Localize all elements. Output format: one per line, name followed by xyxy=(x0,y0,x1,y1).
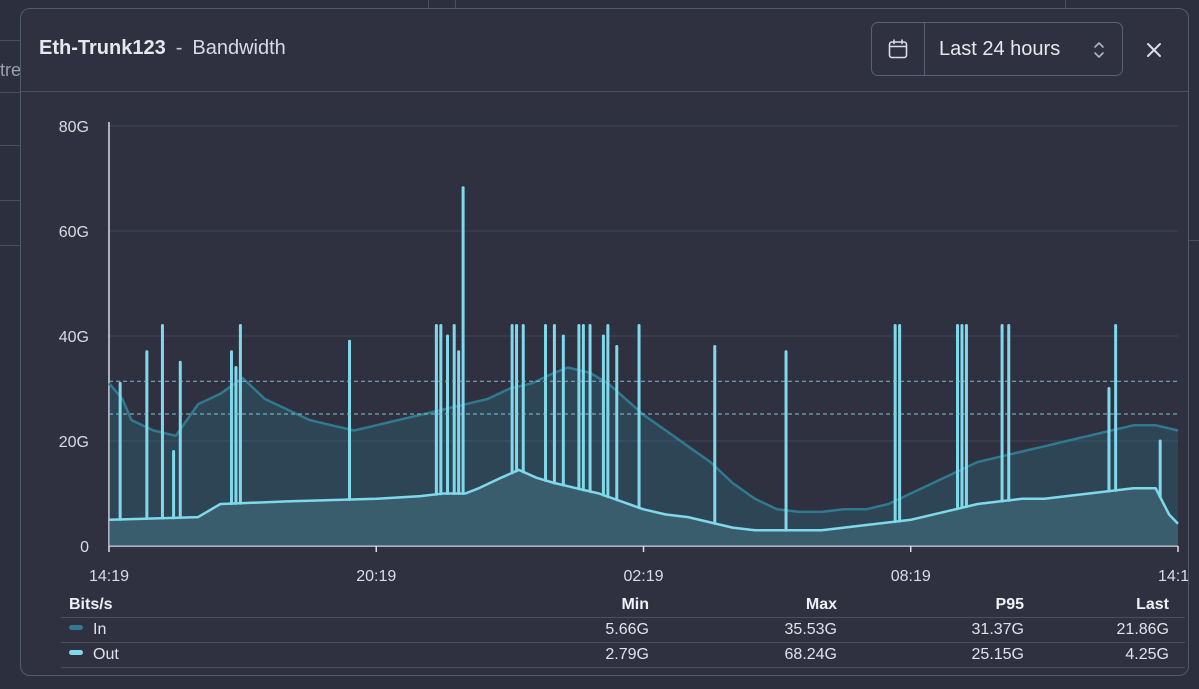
stats-row-in[interactable]: In 5.66G 35.53G 31.37G 21.86G xyxy=(61,618,1185,643)
modal-header: Eth-Trunk123- Bandwidth Last 24 hours xyxy=(21,9,1188,92)
x-tick-label: 02:19 xyxy=(623,568,663,585)
y-tick-label: 40G xyxy=(59,329,89,346)
close-icon[interactable] xyxy=(1145,41,1163,59)
background-divider xyxy=(0,40,20,41)
out-min-value: 2.79G xyxy=(605,646,649,663)
background-fragment-text: tre xyxy=(0,60,22,80)
stats-header-min: Min xyxy=(621,596,649,613)
background-divider xyxy=(0,245,20,246)
in-max-value: 35.53G xyxy=(784,621,837,638)
series-name-in: In xyxy=(93,621,107,638)
series-name-out: Out xyxy=(93,646,119,663)
stats-header-name: Bits/s xyxy=(69,596,113,613)
title-separator: - xyxy=(175,37,183,59)
date-picker-button[interactable] xyxy=(872,23,925,75)
stats-header-last: Last xyxy=(1136,596,1169,613)
time-range-selector[interactable]: Last 24 hours xyxy=(871,22,1123,76)
background-divider xyxy=(1189,240,1199,241)
legend-in[interactable]: In xyxy=(69,621,106,639)
x-tick-label: 08:19 xyxy=(891,568,931,585)
background-divider xyxy=(0,145,20,146)
metric-name: Bandwidth xyxy=(192,37,286,59)
close-button[interactable] xyxy=(1141,37,1167,63)
in-min-value: 5.66G xyxy=(605,621,649,638)
series-in-area xyxy=(109,367,1178,546)
background-divider xyxy=(0,92,20,93)
series-out-area xyxy=(109,469,1178,546)
y-tick-label: 0 xyxy=(80,539,89,556)
in-p95-value: 31.37G xyxy=(971,621,1024,638)
modal-title: Eth-Trunk123- Bandwidth xyxy=(39,37,286,60)
stats-header-max: Max xyxy=(805,596,837,613)
in-last-value: 21.86G xyxy=(1116,621,1169,638)
stats-header-p95: P95 xyxy=(995,596,1024,613)
background-divider xyxy=(0,200,20,201)
time-range-label[interactable]: Last 24 hours xyxy=(939,37,1061,60)
x-tick-label: 14:19 xyxy=(1158,568,1189,585)
bandwidth-chart: 0 20G 40G 60G 80G 14:19 20:19 02:19 08:19 14:19 xyxy=(59,119,1189,585)
stats-header-row: Bits/s Min Max P95 Last xyxy=(61,593,1185,618)
legend-swatch-in xyxy=(69,625,83,631)
y-tick-label: 80G xyxy=(59,119,89,136)
series-in-line xyxy=(108,366,1179,514)
calendar-icon xyxy=(888,39,908,59)
chevron-updown-icon[interactable] xyxy=(1092,40,1106,60)
out-max-value: 68.24G xyxy=(784,646,837,663)
out-p95-value: 25.15G xyxy=(971,646,1024,663)
legend-out[interactable]: Out xyxy=(69,646,119,664)
bandwidth-modal: Eth-Trunk123- Bandwidth Last 24 hours xyxy=(20,8,1189,676)
x-tick-label: 14:19 xyxy=(89,568,129,585)
background-divider xyxy=(428,0,429,8)
legend-swatch-out xyxy=(69,650,83,656)
out-last-value: 4.25G xyxy=(1125,646,1169,663)
y-tick-label: 60G xyxy=(59,224,89,241)
background-divider xyxy=(1065,0,1066,8)
stats-table: Bits/s Min Max P95 Last In 5.66G 35.53G … xyxy=(61,593,1185,668)
device-name: Eth-Trunk123 xyxy=(39,37,166,59)
background-divider xyxy=(455,0,456,8)
x-tick-label: 20:19 xyxy=(356,568,396,585)
y-tick-label: 20G xyxy=(59,434,89,451)
stats-row-out[interactable]: Out 2.79G 68.24G 25.15G 4.25G xyxy=(61,643,1185,668)
